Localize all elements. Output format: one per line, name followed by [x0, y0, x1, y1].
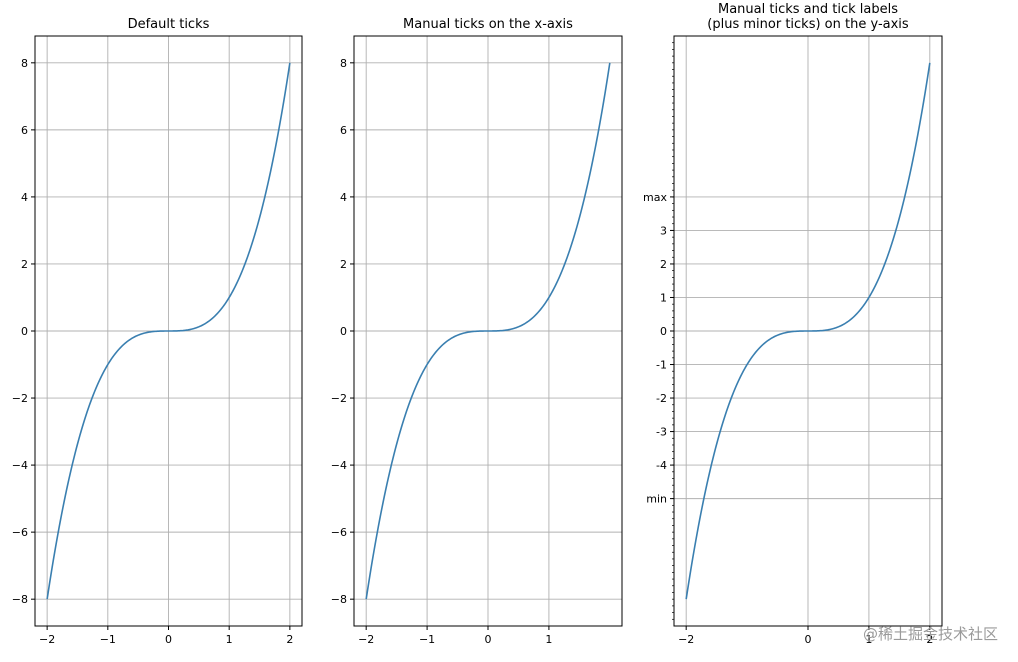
y-tick-label: 8 — [21, 57, 28, 70]
watermark: @稀土掘金技术社区 — [862, 625, 998, 643]
series-line — [685, 62, 931, 600]
x-tick-label: −1 — [419, 633, 435, 646]
y-tick-label: 1 — [660, 291, 667, 304]
x-tick-label: 0 — [485, 633, 492, 646]
y-tick-label: −2 — [331, 392, 347, 405]
x-tick-label: 0 — [805, 633, 812, 646]
y-tick-label: −6 — [12, 526, 28, 539]
y-tick-label: min — [646, 493, 667, 506]
y-tick-label: −2 — [12, 392, 28, 405]
y-tick-label: −8 — [12, 593, 28, 606]
x-tick-label: −2 — [358, 633, 374, 646]
x-tick-label: 2 — [926, 633, 933, 646]
y-tick-label: 2 — [340, 258, 347, 271]
y-tick-label: 6 — [340, 124, 347, 137]
y-tick-label: -4 — [656, 459, 667, 472]
x-tick-label: 1 — [865, 633, 872, 646]
chart-title: Manual ticks on the x-axis — [403, 17, 573, 32]
y-tick-label: 8 — [340, 57, 347, 70]
y-tick-label: −6 — [331, 526, 347, 539]
series-line — [365, 62, 611, 600]
series-line — [46, 62, 291, 600]
y-tick-label: -3 — [656, 426, 667, 439]
chart-panel-1: −2 −1 0 1 2 −8 −6 −4 −2 0 2 4 6 8 Default ticks — [12, 17, 303, 646]
y-tick-label: 0 — [660, 325, 667, 338]
x-tick-label: −1 — [100, 633, 116, 646]
y-tick-label: 3 — [660, 224, 667, 237]
y-tick-label: 4 — [340, 191, 347, 204]
chart-title: Manual ticks and tick labels — [718, 2, 898, 17]
y-tick-label: 6 — [21, 124, 28, 137]
y-tick-label: 4 — [21, 191, 28, 204]
y-tick-label: 2 — [660, 258, 667, 271]
y-tick-label: 0 — [340, 325, 347, 338]
y-tick-label: max — [643, 191, 667, 204]
y-tick-label: -1 — [656, 359, 667, 372]
y-tick-label: 0 — [21, 325, 28, 338]
chart-panel-2: −2 −1 0 1 −8 −6 −4 −2 0 2 4 6 8 Manual ticks on the x… — [331, 17, 623, 646]
y-tick-label: −4 — [331, 459, 347, 472]
chart-title: (plus minor ticks) on the y-axis — [707, 17, 909, 32]
y-tick-label: −4 — [12, 459, 28, 472]
y-tick-label: 2 — [21, 258, 28, 271]
x-tick-label: 1 — [226, 633, 233, 646]
chart-title: Default ticks — [128, 17, 210, 32]
x-tick-label: 2 — [286, 633, 293, 646]
y-tick-label: −8 — [331, 593, 347, 606]
x-tick-label: 0 — [165, 633, 172, 646]
x-tick-label: −2 — [678, 633, 694, 646]
x-tick-label: 1 — [545, 633, 552, 646]
chart-panel-3: −2 0 1 2 min -4 -3 -2 -1 0 1 2 3 max Manual ticks and … — [643, 2, 943, 646]
y-tick-label: -2 — [656, 392, 667, 405]
x-tick-label: −2 — [39, 633, 55, 646]
